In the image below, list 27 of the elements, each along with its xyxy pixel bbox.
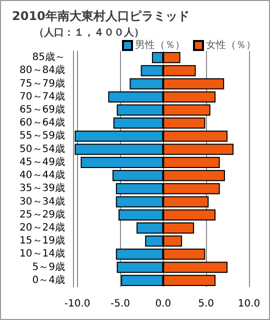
y-tick-label: 70～74歳 bbox=[20, 90, 65, 102]
y-tick-label: 35～39歳 bbox=[20, 182, 65, 194]
x-tick-label: -5.0 bbox=[110, 298, 130, 310]
y-tick-label: 5～9歳 bbox=[32, 260, 65, 273]
y-tick-label: 80～84歳 bbox=[20, 64, 65, 76]
y-tick-label: 75～79歳 bbox=[20, 77, 65, 90]
y-tick-label: 45～49歳 bbox=[20, 156, 65, 168]
x-tick-label: 0.0 bbox=[155, 298, 172, 310]
y-tick-label: 85歳～ bbox=[32, 51, 65, 64]
chart-title: 2010年南大東村人口ピラミッド bbox=[12, 9, 190, 23]
y-tick-label: 25～29歳 bbox=[20, 208, 65, 220]
x-tick-label: 5.0 bbox=[198, 298, 214, 310]
y-tick-label: 30～34歳 bbox=[20, 195, 65, 208]
y-tick-label: 40～44歳 bbox=[20, 169, 65, 182]
x-tick-label: 10.0 bbox=[238, 298, 260, 310]
y-tick-label: 10～14歳 bbox=[20, 248, 65, 260]
x-tick-label: -10.0 bbox=[64, 298, 90, 310]
y-tick-label: 15～19歳 bbox=[20, 234, 65, 247]
legend-label: 女性（％） bbox=[206, 39, 256, 51]
y-tick-label: 50～54歳 bbox=[20, 142, 65, 155]
legend-label: 男性（％） bbox=[135, 39, 185, 51]
chart-subtitle: （人口：１，４００人） bbox=[34, 26, 144, 38]
y-tick-label: 55～59歳 bbox=[20, 130, 65, 142]
y-tick-label: 20～24歳 bbox=[20, 222, 65, 234]
y-tick-label: 60～64歳 bbox=[20, 116, 65, 129]
y-tick-label: 0～4歳 bbox=[32, 274, 65, 286]
y-tick-label: 65～69歳 bbox=[20, 104, 65, 116]
